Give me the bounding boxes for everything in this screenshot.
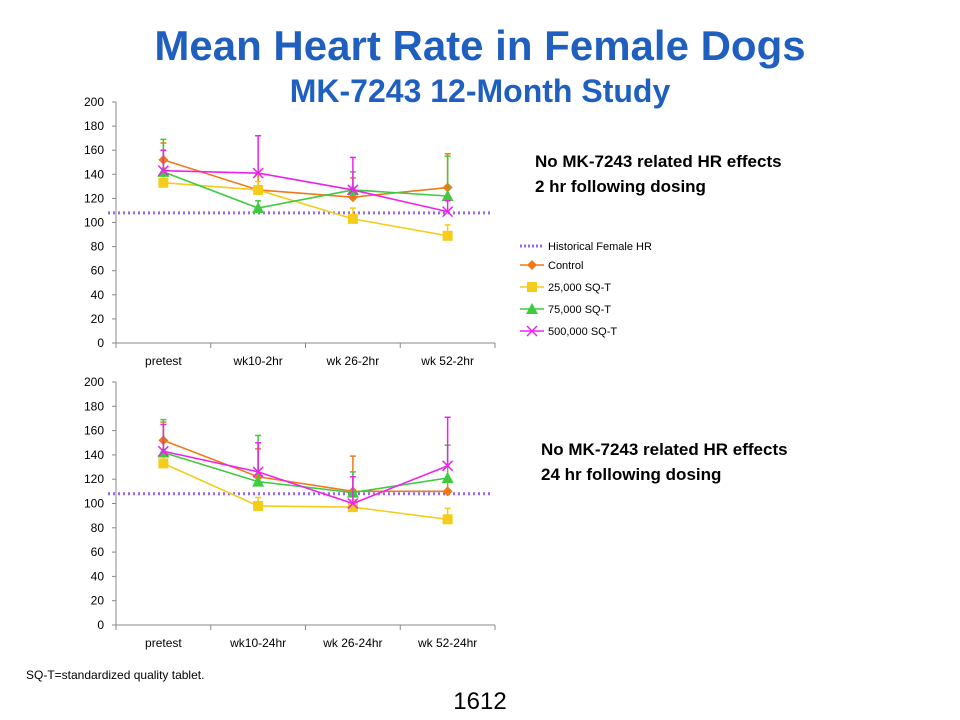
legend-item-control-label: Control bbox=[548, 260, 583, 272]
chart-2hr-series-75-000-sq-t-point bbox=[441, 189, 454, 201]
chart-24hr-y-tick-label: 40 bbox=[91, 569, 105, 583]
chart-24hr-y-tick-label: 20 bbox=[91, 594, 105, 608]
legend-item-historical-female-hr: Historical Female HR bbox=[520, 241, 652, 253]
legend-item-25-000-sq-t-label: 25,000 SQ-T bbox=[548, 282, 611, 294]
chart-24hr-x-tick-label: wk 52-24hr bbox=[417, 636, 477, 650]
chart-24hr-series-25-000-sq-t-point bbox=[347, 502, 358, 513]
chart-2hr-x-tick-label: wk 26-2hr bbox=[326, 354, 380, 368]
legend-item-25-000-sq-t: 25,000 SQ-T bbox=[520, 282, 611, 294]
chart-2hr-y-tick-label: 100 bbox=[84, 216, 104, 230]
legend-item-500-000-sq-t-marker bbox=[526, 325, 538, 337]
chart-24hr-series-25-000-sq-t-line bbox=[163, 462, 448, 521]
chart-2hr-series-500-000-sq-t-point bbox=[442, 206, 454, 218]
legend-item-25-000-sq-t-marker bbox=[527, 282, 537, 292]
chart-24hr-series-500-000-sq-t-point bbox=[347, 497, 359, 510]
note-24hr-line2: 24 hr following dosing bbox=[541, 465, 722, 484]
chart-2hr-series-25-000-sq-t-point bbox=[253, 184, 264, 195]
chart-2hr-series-75-000-sq-t-line bbox=[163, 171, 448, 209]
chart-2hr-x-tick-label: wk10-2hr bbox=[232, 354, 282, 368]
chart-2hr-y-tick-label: 80 bbox=[91, 240, 105, 254]
chart-24hr-y-tick-label: 100 bbox=[84, 497, 104, 511]
chart-2hr-y-tick-label: 140 bbox=[84, 167, 104, 181]
chart-2hr-y-tick-label: 160 bbox=[84, 143, 104, 157]
chart-2hr-y-tick-label: 60 bbox=[91, 264, 105, 278]
legend-item-75-000-sq-t-label: 75,000 SQ-T bbox=[548, 304, 611, 316]
chart-2hr-series-25-000-sq-t-point bbox=[442, 230, 453, 241]
chart-24hr-x-tick-label: pretest bbox=[145, 636, 182, 650]
chart-2hr-y-tick-label: 120 bbox=[84, 191, 104, 205]
chart-24hr-series-25-000-sq-t-point bbox=[158, 458, 169, 469]
chart-2hr-y-tick-label: 0 bbox=[97, 336, 104, 350]
page-number: 1612 bbox=[453, 688, 507, 715]
chart-2hr-series-25-000-sq-t-point bbox=[158, 177, 169, 188]
chart-2hr-series-25-000-sq-t bbox=[158, 167, 453, 241]
chart-24hr-series-500-000-sq-t-point bbox=[252, 466, 264, 478]
chart-2hr-y-tick-label: 40 bbox=[91, 288, 105, 302]
chart-2hr-series-25-000-sq-t-line bbox=[163, 181, 448, 237]
chart-24hr-y-tick-label: 120 bbox=[84, 472, 104, 486]
chart-24hr-series-control-line bbox=[163, 439, 448, 493]
chart-2hr-series-500-000-sq-t-point bbox=[252, 167, 264, 179]
note-24hr: No MK-7243 related HR effects 24 hr foll… bbox=[541, 437, 788, 487]
note-2hr-line2: 2 hr following dosing bbox=[535, 177, 706, 196]
chart-2hr-series-500-000-sq-t-point bbox=[347, 184, 359, 196]
chart-24hr: 0 20 40 60 80 100 120 140 160 180 200 pretest wk10-2… bbox=[84, 375, 496, 650]
chart-2hr-series-500-000-sq-t-line bbox=[163, 169, 448, 213]
legend-item-75-000-sq-t: 75,000 SQ-T bbox=[520, 303, 611, 316]
legend-item-75-000-sq-t-marker bbox=[526, 303, 538, 314]
chart-24hr-series-75-000-sq-t bbox=[157, 418, 454, 498]
footnote: SQ-T=standardized quality tablet. bbox=[26, 668, 205, 682]
chart-24hr-x-tick-label: wk 26-24hr bbox=[322, 636, 382, 650]
chart-24hr-y-tick-label: 0 bbox=[97, 618, 104, 632]
chart-2hr-y-tick-label: 180 bbox=[84, 119, 104, 133]
chart-2hr: 0 20 40 60 80 100 120 140 160 180 200 pretest wk10-2… bbox=[84, 95, 496, 368]
chart-24hr-series-500-000-sq-t-point bbox=[442, 460, 454, 472]
chart-2hr-series-75-000-sq-t bbox=[157, 138, 454, 214]
chart-24hr-series-500-000-sq-t-line bbox=[163, 450, 448, 505]
chart-24hr-series-75-000-sq-t-line bbox=[163, 451, 448, 494]
legend-item-control-marker bbox=[527, 260, 537, 270]
slide-title: Mean Heart Rate in Female Dogs bbox=[154, 22, 806, 69]
chart-2hr-series-25-000-sq-t-point bbox=[347, 213, 358, 224]
note-2hr-line1: No MK-7243 related HR effects bbox=[535, 152, 782, 171]
chart-2hr-y-tick-label: 200 bbox=[84, 95, 104, 109]
legend-item-500-000-sq-t-label: 500,000 SQ-T bbox=[548, 326, 617, 338]
chart-24hr-y-tick-label: 180 bbox=[84, 399, 104, 413]
chart-24hr-y-tick-label: 80 bbox=[91, 521, 105, 535]
chart-2hr-y-tick-label: 20 bbox=[91, 312, 105, 326]
chart-2hr-series-control-line bbox=[163, 159, 448, 198]
chart-24hr-y-tick-label: 160 bbox=[84, 424, 104, 438]
legend-item-500-000-sq-t: 500,000 SQ-T bbox=[520, 325, 617, 338]
legend-item-historical-female-hr-label: Historical Female HR bbox=[548, 241, 652, 253]
note-2hr: No MK-7243 related HR effects 2 hr follo… bbox=[535, 149, 782, 199]
chart-24hr-series-500-000-sq-t-point bbox=[157, 445, 169, 457]
chart-24hr-series-75-000-sq-t-point bbox=[252, 475, 265, 487]
chart-2hr-x-tick-label: wk 52-2hr bbox=[420, 354, 474, 368]
chart-24hr-series-25-000-sq-t-point bbox=[253, 500, 264, 511]
chart-24hr-series-75-000-sq-t-point bbox=[441, 471, 454, 483]
legend-item-control: Control bbox=[520, 260, 583, 272]
chart-24hr-series-25-000-sq-t-point bbox=[442, 514, 453, 525]
chart-24hr-y-tick-label: 200 bbox=[84, 375, 104, 389]
chart-24hr-x-tick-label: wk10-24hr bbox=[229, 636, 286, 650]
slide-subtitle: MK-7243 12-Month Study bbox=[289, 73, 671, 109]
chart-24hr-y-tick-label: 60 bbox=[91, 545, 105, 559]
chart-24hr-y-tick-label: 140 bbox=[84, 448, 104, 462]
note-24hr-line1: No MK-7243 related HR effects bbox=[541, 440, 788, 459]
chart-24hr-series-500-000-sq-t bbox=[157, 416, 454, 510]
legend: Historical Female HR Control 25,000 SQ-T 75… bbox=[520, 241, 652, 338]
chart-2hr-series-500-000-sq-t bbox=[157, 134, 454, 218]
chart-24hr-series-control-point bbox=[442, 486, 453, 497]
chart-2hr-series-75-000-sq-t-point bbox=[252, 202, 265, 214]
chart-24hr-series-25-000-sq-t bbox=[158, 451, 453, 525]
chart-2hr-x-tick-label: pretest bbox=[145, 354, 182, 368]
chart-2hr-series-500-000-sq-t-point bbox=[157, 165, 169, 177]
